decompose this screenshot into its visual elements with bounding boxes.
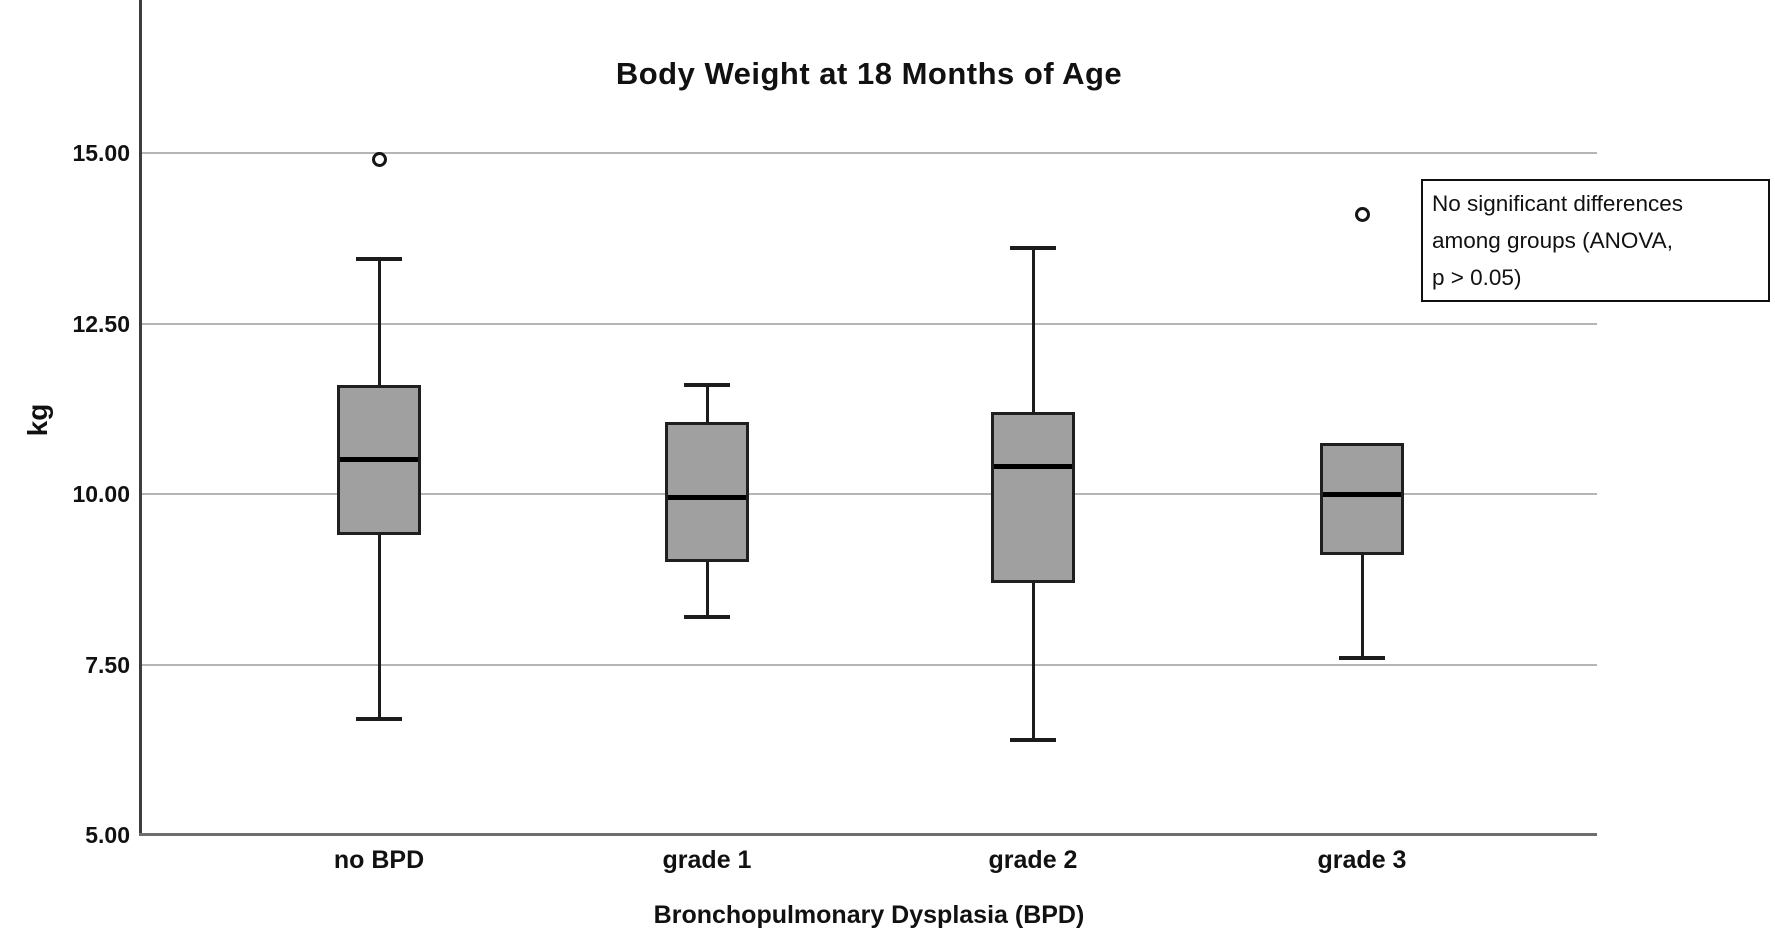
whisker-cap-lower bbox=[1339, 655, 1385, 660]
whisker-lower bbox=[1031, 582, 1035, 740]
gridline bbox=[141, 152, 1597, 154]
median-line bbox=[668, 494, 746, 500]
x-category-label: no BPD bbox=[333, 846, 425, 874]
gridline bbox=[141, 493, 1597, 495]
y-tick-label: 15.00 bbox=[72, 140, 130, 166]
y-tick-label: 12.50 bbox=[72, 310, 130, 337]
whisker-cap-lower bbox=[684, 614, 730, 619]
whisker-lower bbox=[377, 534, 381, 720]
whisker-cap-upper bbox=[356, 256, 402, 261]
x-axis-line bbox=[139, 833, 1597, 836]
x-category-label: grade 2 bbox=[988, 846, 1078, 874]
y-axis-line bbox=[139, 0, 142, 836]
gridline bbox=[141, 322, 1597, 325]
whisker-lower bbox=[1360, 555, 1364, 658]
whisker-cap-lower bbox=[1010, 737, 1056, 742]
whisker-upper bbox=[705, 384, 709, 423]
median-line bbox=[1323, 491, 1401, 497]
y-tick-label: 5.00 bbox=[85, 822, 130, 848]
x-category-label: grade 3 bbox=[1317, 846, 1407, 874]
annotation-line: p > 0.05) bbox=[1432, 265, 1522, 290]
outlier-point bbox=[371, 152, 387, 168]
annotation-line: No significant differences bbox=[1432, 191, 1683, 216]
y-tick-label: 10.00 bbox=[72, 481, 130, 507]
x-category-label: grade 1 bbox=[662, 846, 752, 874]
annotation-line: among groups (ANOVA, bbox=[1432, 228, 1673, 253]
whisker-lower bbox=[705, 562, 709, 617]
whisker-upper bbox=[377, 258, 381, 385]
outlier-point bbox=[1354, 206, 1370, 222]
median-line bbox=[994, 464, 1072, 470]
whisker-cap-lower bbox=[356, 717, 402, 722]
whisker-cap-upper bbox=[1010, 246, 1056, 251]
iqr-box bbox=[991, 412, 1075, 583]
iqr-box bbox=[1320, 442, 1404, 556]
y-tick-label: 7.50 bbox=[85, 651, 130, 678]
iqr-box bbox=[665, 422, 749, 563]
median-line bbox=[340, 457, 418, 463]
whisker-cap-upper bbox=[684, 382, 730, 387]
gridline bbox=[141, 663, 1597, 666]
chart-title: Body Weight at 18 Months of Age bbox=[615, 56, 1123, 91]
whisker-upper bbox=[1031, 248, 1035, 413]
annotation-box: No significant differences among groups … bbox=[1421, 179, 1770, 302]
y-axis-label: kg bbox=[22, 403, 53, 437]
x-axis-title: Bronchopulmonary Dysplasia (BPD) bbox=[653, 901, 1085, 929]
